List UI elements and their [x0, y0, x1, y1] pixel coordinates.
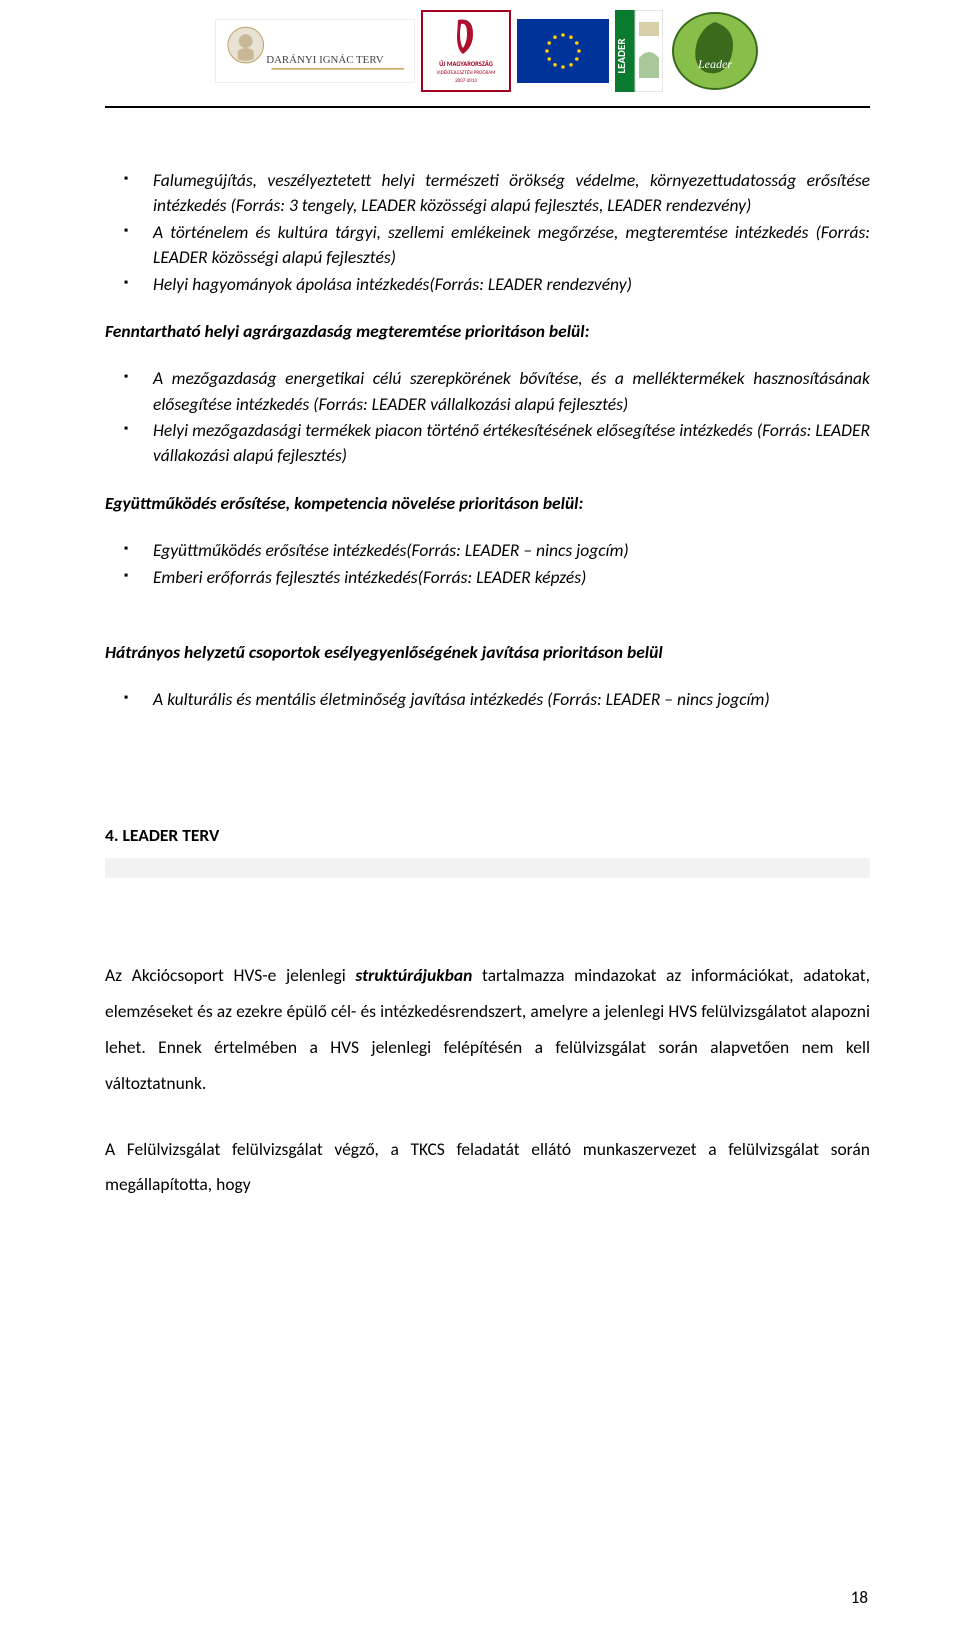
section-title-4: Hátrányos helyzetű csoportok esélyegyenl…	[105, 640, 870, 665]
list-item: A történelem és kultúra tárgyi, szellemi…	[153, 220, 870, 271]
svg-text:LEADER: LEADER	[615, 38, 628, 74]
leader-vertical-logo: LEADER	[615, 10, 663, 92]
daranyi-logo: DARÁNYI IGNÁC TERV	[215, 19, 415, 83]
para1-bold: struktúrájukban	[355, 964, 472, 986]
header-divider	[105, 106, 870, 108]
list-item: A mezőgazdaság energetikai célú szerepkö…	[153, 366, 870, 417]
list-block-2: A mezőgazdaság energetikai célú szerepkö…	[105, 366, 870, 469]
section-title-3: Együttműködés erősítése, kompetencia növ…	[105, 491, 870, 516]
list-item: Helyi hagyományok ápolása intézkedés(For…	[153, 272, 870, 297]
list-block-4: A kulturális és mentális életminőség jav…	[105, 687, 870, 712]
header-logo-row: DARÁNYI IGNÁC TERV ÚJ MAGYARORSZÁG VIDÉK…	[105, 10, 870, 92]
section-title-2: Fenntartható helyi agrárgazdaság megtere…	[105, 319, 870, 344]
leader-circle-logo: Leader	[669, 10, 761, 92]
svg-text:ÚJ MAGYARORSZÁG: ÚJ MAGYARORSZÁG	[439, 60, 493, 68]
list-item: Együttműködés erősítése intézkedés(Forrá…	[153, 538, 870, 563]
list-block-3: Együttműködés erősítése intézkedés(Forrá…	[105, 538, 870, 590]
list-item: Falumegújítás, veszélyeztetett helyi ter…	[153, 168, 870, 219]
svg-text:DARÁNYI IGNÁC TERV: DARÁNYI IGNÁC TERV	[266, 54, 383, 66]
document-page: DARÁNYI IGNÁC TERV ÚJ MAGYARORSZÁG VIDÉK…	[0, 0, 960, 1626]
list-item: A kulturális és mentális életminőség jav…	[153, 687, 870, 712]
list-item: Emberi erőforrás fejlesztés intézkedés(F…	[153, 565, 870, 590]
para1-pre: Az Akciócsoport HVS-e jelenlegi	[105, 964, 355, 986]
document-content: Falumegújítás, veszélyeztetett helyi ter…	[105, 168, 870, 1203]
paragraph-2: A Felülvizsgálat felülvizsgálat végző, a…	[105, 1132, 870, 1204]
svg-text:2007-2013: 2007-2013	[455, 78, 477, 84]
list-item: Helyi mezőgazdasági termékek piacon tört…	[153, 418, 870, 469]
heading-leader-terv: 4. LEADER TERV	[105, 823, 870, 848]
page-number: 18	[851, 1587, 868, 1608]
umvp-logo: ÚJ MAGYARORSZÁG VIDÉKFEJLESZTÉSI PROGRAM…	[421, 10, 511, 92]
list-block-1: Falumegújítás, veszélyeztetett helyi ter…	[105, 168, 870, 297]
gray-bar	[105, 858, 870, 878]
svg-text:VIDÉKFEJLESZTÉSI PROGRAM: VIDÉKFEJLESZTÉSI PROGRAM	[436, 68, 495, 76]
paragraph-1: Az Akciócsoport HVS-e jelenlegi struktúr…	[105, 958, 870, 1102]
svg-text:Leader: Leader	[697, 57, 732, 71]
eu-logo	[517, 19, 609, 83]
